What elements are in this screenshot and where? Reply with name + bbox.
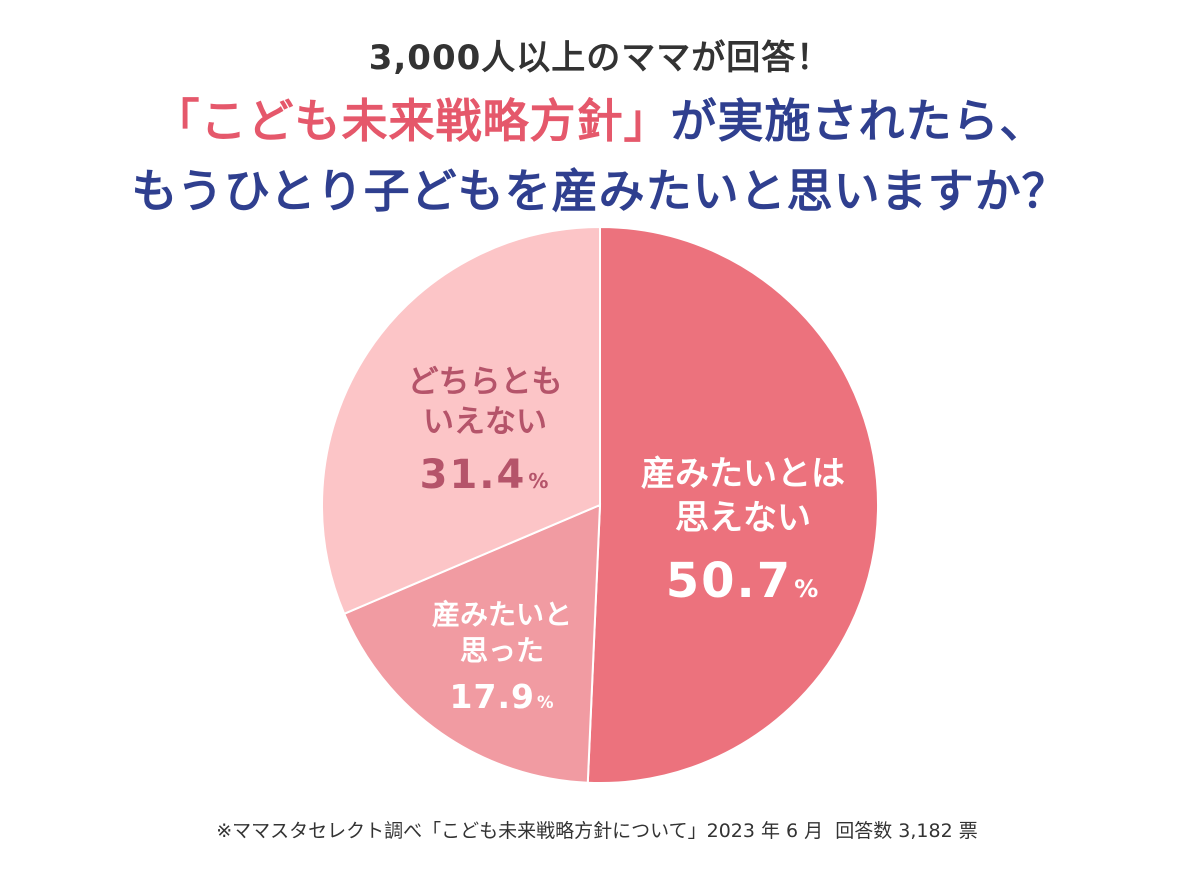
slice-label-undecided: どちらとも いえない 31.4% xyxy=(385,362,585,501)
source-footnote: ※ママスタセレクト調べ「こども未来戦略方針について」2023 年 6 月 回答数… xyxy=(0,816,1200,843)
slice-label-willing: 産みたいと 思った 17.9% xyxy=(402,597,602,719)
kicker-text: 3,000人以上のママが回答！ xyxy=(368,38,832,78)
slice-label-undecided-line2: いえない xyxy=(423,404,547,441)
chart-title-line-1: 「こども未来戦略方針」が実施されたら、 xyxy=(0,85,1200,151)
slice-label-unwilling-line2: 思えない xyxy=(675,498,811,539)
slice-label-unwilling: 産みたいとは 思えない 50.7% xyxy=(598,452,888,613)
slice-value-unwilling: 50.7% xyxy=(665,553,821,610)
pie-slice-undecided xyxy=(321,225,601,616)
slice-value-willing: 17.9% xyxy=(449,676,555,716)
chart-title-line-2: もうひとり子どもを産みたいと思いますか？ xyxy=(131,164,1069,218)
slice-value-undecided: 31.4% xyxy=(419,451,551,498)
slice-label-unwilling-line1: 産みたいとは xyxy=(641,454,845,494)
slice-label-willing-line2: 思った xyxy=(459,634,544,668)
title-highlight: 「こども未来戦略方針」 xyxy=(153,94,671,148)
title-line-1-rest: が実施されたら、 xyxy=(670,94,1047,148)
slice-label-undecided-line1: どちらとも xyxy=(407,364,563,400)
pie-slice-willing xyxy=(342,503,602,784)
footnote-responses: 回答数 3,182 票 xyxy=(835,820,978,842)
slice-label-willing-line1: 産みたいと xyxy=(431,598,572,631)
footnote-source: ※ママスタセレクト調べ「こども未来戦略方針について」2023 年 6 月 xyxy=(216,820,824,842)
pie-slice-unwilling xyxy=(586,225,879,784)
